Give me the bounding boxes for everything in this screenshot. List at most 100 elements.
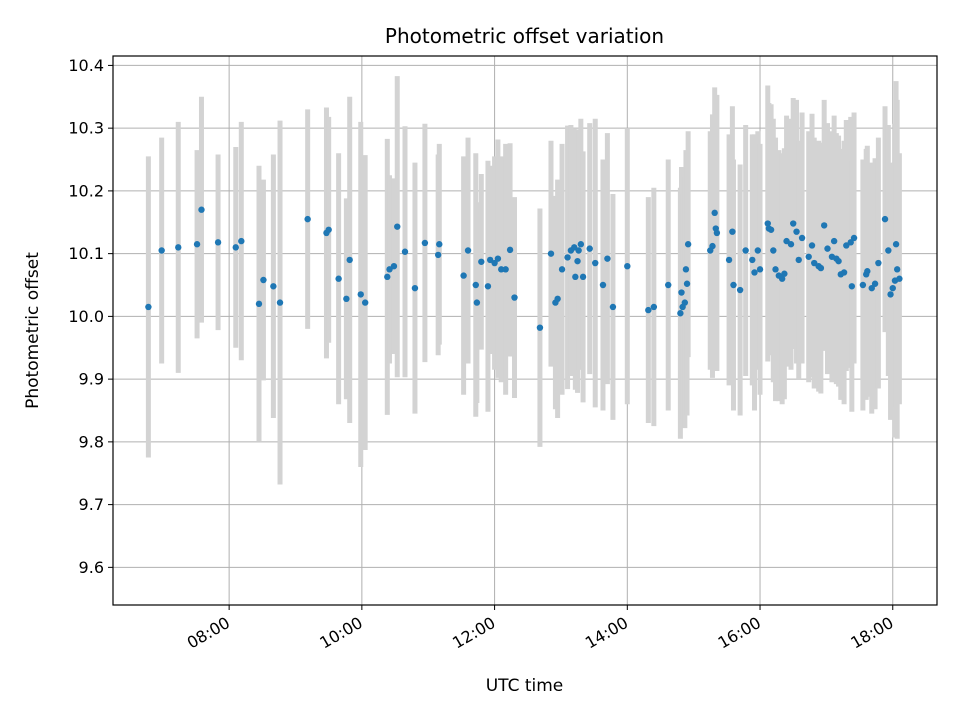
data-point — [889, 284, 896, 292]
data-point — [232, 244, 239, 251]
data-point — [881, 215, 889, 223]
data-point — [781, 270, 788, 277]
data-point — [624, 262, 631, 270]
data-point — [859, 281, 867, 289]
data-point — [770, 247, 777, 254]
data-point — [506, 246, 514, 254]
data-point — [472, 281, 479, 289]
data-point — [778, 275, 786, 282]
data-point — [893, 266, 901, 273]
data-point — [577, 241, 585, 248]
data-point — [730, 281, 737, 289]
data-point — [401, 248, 409, 255]
y-tick-label: 9.7 — [79, 495, 104, 514]
data-point — [335, 275, 342, 282]
data-point — [494, 255, 502, 262]
data-point — [820, 222, 828, 229]
data-point — [850, 234, 858, 242]
data-point — [713, 229, 721, 237]
data-point — [609, 303, 617, 311]
data-point — [592, 259, 599, 267]
data-point — [304, 215, 311, 223]
data-points — [145, 206, 903, 331]
data-point — [711, 209, 718, 217]
data-point — [677, 310, 684, 317]
data-point — [604, 255, 611, 262]
data-point — [394, 223, 401, 230]
data-point — [276, 299, 284, 306]
data-point — [346, 256, 353, 264]
data-point — [875, 259, 882, 267]
data-point — [756, 266, 764, 273]
chart-title: Photometric offset variation — [385, 24, 664, 48]
data-point — [502, 266, 509, 273]
data-point — [896, 275, 903, 282]
data-point — [736, 286, 744, 294]
data-point — [787, 241, 795, 248]
data-point — [830, 237, 838, 245]
data-point — [434, 251, 442, 259]
data-point — [558, 266, 566, 273]
data-point — [421, 239, 429, 247]
data-point — [564, 254, 571, 261]
data-point — [650, 303, 658, 311]
data-point — [729, 228, 736, 235]
data-point — [751, 269, 758, 276]
data-point — [536, 324, 544, 331]
data-point — [361, 299, 369, 306]
data-point — [793, 228, 800, 235]
data-point — [579, 273, 587, 281]
data-point — [840, 269, 848, 276]
data-point — [599, 281, 607, 289]
y-tick-label: 9.8 — [79, 432, 104, 451]
data-point — [574, 257, 581, 265]
data-point — [772, 266, 779, 273]
data-point — [238, 237, 245, 245]
data-point — [357, 291, 364, 298]
data-point — [547, 250, 555, 257]
data-point — [464, 247, 472, 254]
data-point — [805, 253, 812, 260]
data-point — [892, 241, 900, 248]
data-point — [436, 241, 443, 248]
data-point — [586, 245, 593, 252]
plot-frame — [112, 55, 938, 606]
data-point — [390, 262, 398, 270]
data-point — [145, 303, 152, 311]
data-point — [484, 283, 492, 290]
data-point — [486, 256, 494, 264]
data-point — [158, 247, 165, 254]
data-point — [198, 206, 205, 213]
data-point — [864, 268, 871, 275]
data-point — [554, 295, 561, 303]
data-point — [678, 289, 685, 296]
data-point — [790, 220, 797, 227]
data-point — [817, 264, 825, 272]
data-point — [214, 239, 222, 246]
data-point — [571, 244, 578, 251]
data-point — [478, 258, 485, 265]
data-point — [868, 284, 875, 292]
data-point — [885, 247, 892, 254]
data-point — [473, 299, 481, 306]
data-point — [681, 299, 689, 306]
y-tick-label: 10.2 — [68, 181, 104, 200]
data-point — [783, 237, 790, 245]
data-point — [665, 281, 672, 289]
data-point — [575, 247, 582, 254]
data-point — [683, 280, 691, 287]
y-tick-label: 9.9 — [79, 370, 104, 389]
data-point — [798, 234, 806, 242]
y-tick-label: 10.3 — [68, 119, 104, 138]
data-point — [270, 283, 277, 290]
data-point — [193, 241, 201, 248]
data-point — [725, 256, 733, 264]
data-point — [343, 295, 350, 303]
x-axis-label: UTC time — [486, 676, 564, 696]
data-point — [491, 259, 498, 267]
data-point — [887, 291, 894, 298]
data-point — [824, 245, 831, 252]
data-point — [749, 256, 756, 264]
data-point — [843, 242, 850, 249]
